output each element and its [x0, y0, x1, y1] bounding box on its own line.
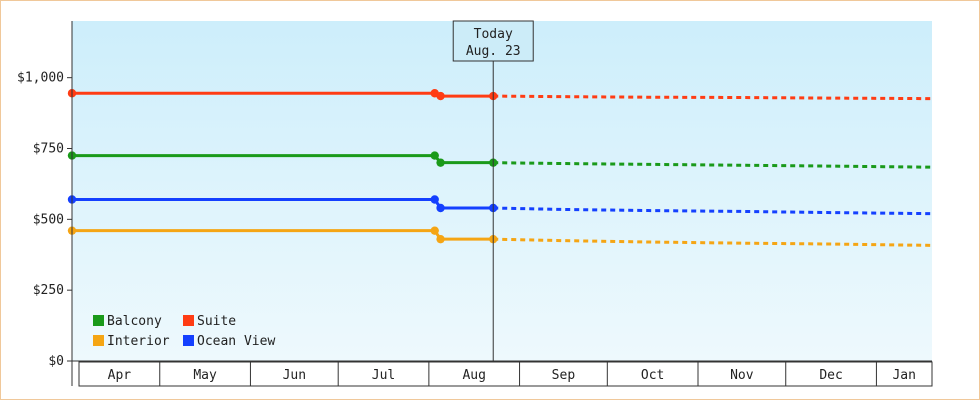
legend-label: Ocean View — [197, 334, 275, 349]
month-label-aug: Aug — [462, 368, 485, 383]
y-tick-label: $750 — [33, 142, 64, 157]
today-date-label: Aug. 23 — [466, 44, 521, 59]
month-bar — [78, 361, 933, 387]
series-line-projected — [493, 94, 933, 101]
legend-label: Balcony — [107, 314, 162, 329]
plot-area — [72, 21, 932, 361]
series-interior — [67, 226, 933, 247]
data-point[interactable] — [436, 158, 445, 167]
legend-label: Interior — [107, 334, 170, 349]
data-point[interactable] — [436, 203, 445, 213]
y-tick-label: $500 — [33, 212, 64, 227]
data-point[interactable] — [430, 151, 439, 160]
series-lines — [67, 89, 933, 247]
series-balcony — [67, 151, 933, 169]
axes — [71, 21, 932, 386]
today-marker: Today Aug. 23 — [452, 20, 534, 361]
legend-swatch — [93, 315, 104, 326]
month-label-jul: Jul — [372, 368, 395, 383]
series-line-projected — [493, 237, 933, 247]
y-tick-label: $1,000 — [17, 71, 64, 86]
today-box — [452, 20, 534, 62]
month-label-jun: Jun — [283, 368, 306, 383]
legend-swatch — [183, 315, 194, 326]
data-point[interactable] — [430, 226, 439, 235]
y-axis-ticks: $0 $250 $500 $750 $1,000 — [17, 71, 72, 369]
month-label-oct: Oct — [641, 368, 664, 383]
legend-item-balcony[interactable]: Balcony — [93, 314, 162, 329]
month-label-dec: Dec — [819, 368, 842, 383]
y-tick-label: $250 — [33, 283, 64, 298]
month-label-nov: Nov — [730, 368, 754, 383]
legend-item-ocean-view[interactable]: Ocean View — [183, 334, 275, 349]
series-line-actual — [72, 229, 494, 241]
legend-item-suite[interactable]: Suite — [183, 314, 236, 329]
series-line-projected — [493, 161, 933, 169]
legend-label: Suite — [197, 314, 236, 329]
data-point[interactable] — [430, 195, 439, 204]
series-line-actual — [72, 154, 494, 165]
month-label-sep: Sep — [552, 368, 576, 383]
today-label: Today — [474, 27, 513, 42]
series-line-projected — [493, 206, 933, 216]
legend-swatch — [93, 335, 104, 346]
legend-swatch — [183, 335, 194, 346]
month-label-apr: Apr — [108, 368, 132, 383]
month-label-jan: Jan — [892, 368, 915, 383]
series-line-actual — [72, 198, 494, 210]
legend-item-interior[interactable]: Interior — [93, 334, 170, 349]
y-tick-label: $0 — [48, 354, 64, 369]
month-label-may: May — [193, 368, 217, 383]
data-point[interactable] — [436, 91, 445, 101]
x-axis-months: Apr May Jun Jul Aug Sep Oct Nov Dec Jan — [78, 361, 933, 387]
data-point[interactable] — [436, 234, 445, 244]
legend: Balcony Suite Interior Ocean View — [93, 314, 275, 349]
series-suite — [67, 89, 933, 101]
